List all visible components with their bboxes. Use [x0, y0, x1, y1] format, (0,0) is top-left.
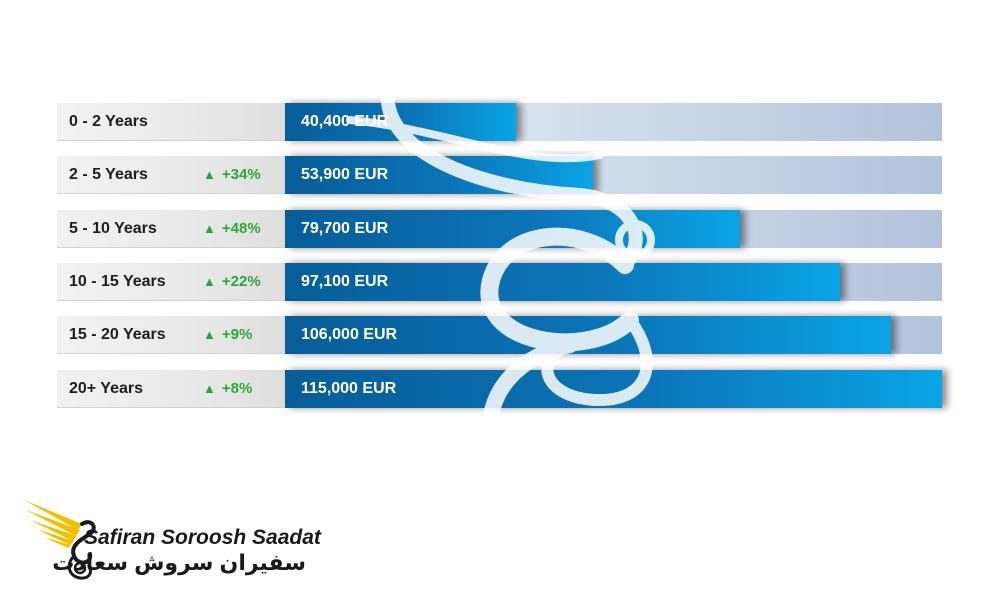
bar-value-label: 40,400 EUR	[301, 113, 389, 130]
chart-row: 0 - 2 Years 40,400 EUR	[57, 103, 942, 141]
change-value: +22%	[221, 273, 261, 290]
triangle-up-icon: ▲	[203, 274, 216, 289]
wing-swan-logo-icon	[24, 500, 96, 580]
bar-value-label: 115,000 EUR	[301, 380, 397, 397]
category-cell: 2 - 5 Years ▲ +34%	[57, 156, 285, 194]
change-label: ▲ +8%	[203, 370, 252, 408]
category-cell: 15 - 20 Years ▲ +9%	[57, 316, 285, 354]
chart-row: 10 - 15 Years ▲ +22% 97,100 EUR	[57, 263, 942, 301]
change-value: +48%	[221, 220, 261, 237]
brand-name-english: Safiran Soroosh Saadat	[84, 526, 321, 549]
chart-row: 5 - 10 Years ▲ +48% 79,700 EUR	[57, 210, 942, 248]
change-label: ▲ +22%	[203, 263, 261, 301]
salary-bar-chart: 0 - 2 Years 40,400 EUR 2 - 5 Years ▲ +34% 53,…	[57, 103, 942, 411]
category-cell: 5 - 10 Years ▲ +48%	[57, 210, 285, 248]
change-label: ▲ +34%	[203, 156, 261, 194]
triangle-up-icon: ▲	[203, 167, 216, 182]
change-value: +34%	[221, 166, 261, 183]
category-label: 5 - 10 Years	[69, 220, 157, 237]
category-label: 2 - 5 Years	[69, 166, 148, 183]
chart-row: 20+ Years ▲ +8% 115,000 EUR	[57, 370, 942, 408]
category-label: 15 - 20 Years	[69, 326, 166, 343]
chart-row: 15 - 20 Years ▲ +9% 106,000 EUR	[57, 316, 942, 354]
category-label: 0 - 2 Years	[69, 113, 148, 130]
bar-value-label: 97,100 EUR	[301, 273, 389, 290]
category-label: 20+ Years	[69, 380, 144, 397]
bar-value-label: 53,900 EUR	[301, 166, 389, 183]
category-cell: 0 - 2 Years	[57, 103, 285, 141]
triangle-up-icon: ▲	[203, 221, 216, 236]
triangle-up-icon: ▲	[203, 381, 216, 396]
chart-row: 2 - 5 Years ▲ +34% 53,900 EUR	[57, 156, 942, 194]
change-value: +9%	[221, 326, 253, 343]
category-cell: 10 - 15 Years ▲ +22%	[57, 263, 285, 301]
change-label: ▲ +9%	[203, 316, 252, 354]
brand-name-persian: سفیران سروش سعادت	[52, 550, 306, 575]
bar-value-label: 106,000 EUR	[301, 326, 398, 343]
category-cell: 20+ Years ▲ +8%	[57, 370, 285, 408]
change-label: ▲ +48%	[203, 210, 261, 248]
change-value: +8%	[221, 380, 253, 397]
brand-logo: Safiran Soroosh Saadat سفیران سروش سعادت	[22, 494, 322, 584]
bar-value-label: 79,700 EUR	[301, 220, 389, 237]
triangle-up-icon: ▲	[203, 327, 216, 342]
category-label: 10 - 15 Years	[69, 273, 166, 290]
